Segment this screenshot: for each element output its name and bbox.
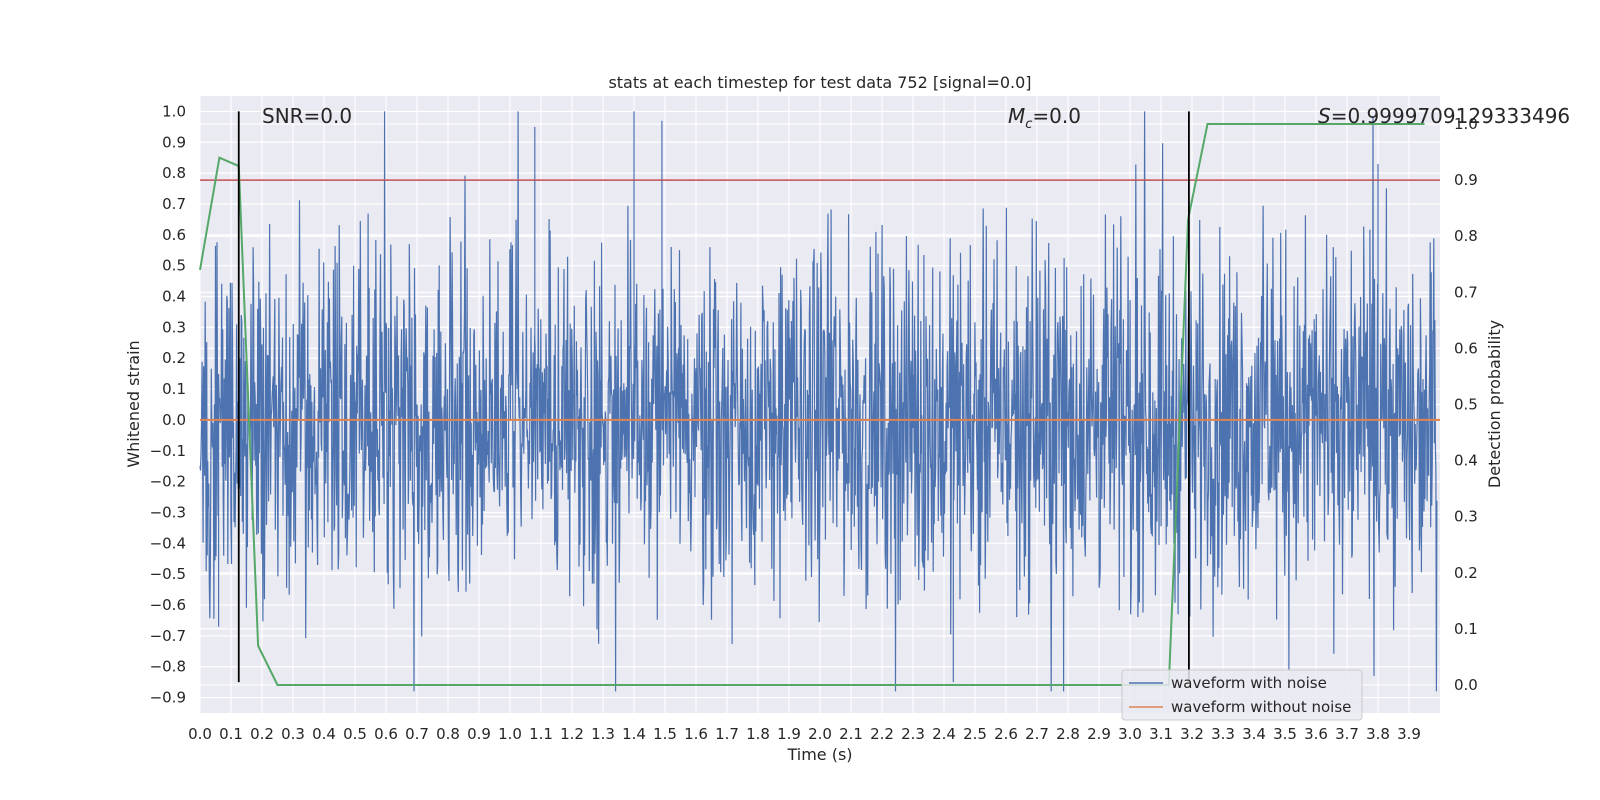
chart-title: stats at each timestep for test data 752… [608,73,1031,92]
y-axis-label: Whitened strain [124,340,143,467]
x-tick-label: 0.8 [436,725,460,743]
y-tick-label: −0.2 [150,473,186,491]
y2-tick-label: 0.5 [1454,396,1478,414]
x-tick-label: 1.4 [622,725,646,743]
y-tick-label: 1.0 [162,102,186,120]
y-tick-label: 0.6 [162,226,186,244]
x-tick-label: 0.6 [374,725,398,743]
x-tick-label: 2.3 [901,725,925,743]
x-tick-label: 0.3 [281,725,305,743]
x-axis-label: Time (s) [786,745,852,764]
x-tick-label: 1.8 [746,725,770,743]
legend-box [1121,669,1363,721]
x-tick-label: 2.0 [808,725,832,743]
x-tick-label: 2.6 [994,725,1018,743]
x-tick-label: 3.1 [1149,725,1173,743]
noise-waveform-line [199,111,1438,692]
x-tick-label: 3.3 [1211,725,1235,743]
s-value: =0.9999709129333496 [1331,104,1570,128]
s-annotation: S=0.9999709129333496 [1318,104,1570,128]
x-tick-label: 2.9 [1087,725,1111,743]
y2-tick-label: 0.1 [1454,620,1478,638]
x-tick-label: 3.2 [1180,725,1204,743]
x-tick-label: 3.7 [1335,725,1359,743]
x-tick-label: 1.1 [529,725,553,743]
y-tick-label: 0.9 [162,133,186,151]
y-tick-label: 0.7 [162,195,186,213]
x-tick-label: 2.8 [1056,725,1080,743]
legend: waveform with noise waveform without noi… [1121,669,1363,721]
y-tick-label: −0.9 [150,689,186,707]
y-tick-label: 0.0 [162,411,186,429]
y2-tick-label: 0.7 [1454,283,1478,301]
x-tick-label: 0.9 [467,725,491,743]
x-tick-label: 0.5 [343,725,367,743]
y-tick-label: −0.1 [150,442,186,460]
noise-waveform-series [199,111,1438,692]
x-tick-label: 2.2 [870,725,894,743]
y-tick-label: 0.3 [162,318,186,336]
y2-tick-label: 1.0 [1454,115,1478,133]
x-tick-label: 1.9 [777,725,801,743]
y-tick-label: 0.4 [162,288,186,306]
snr-annotation: SNR=0.0 [262,104,352,128]
y2-tick-label: 0.6 [1454,339,1478,357]
mc-symbol: M [1008,104,1025,128]
legend-noise-label: waveform with noise [1171,674,1327,692]
x-tick-label: 1.3 [591,725,615,743]
y-tick-label: −0.7 [150,627,186,645]
y-tick-label: −0.4 [150,534,186,552]
y-tick-label: 0.1 [162,380,186,398]
y-tick-label: −0.3 [150,503,186,521]
y2-tick-label: 0.2 [1454,564,1478,582]
x-tick-label: 0.7 [405,725,429,743]
y-tick-label: 0.8 [162,164,186,182]
y2-tick-label: 0.9 [1454,171,1478,189]
y2-tick-label: 0.0 [1454,676,1478,694]
y-tick-label: 0.5 [162,257,186,275]
x-tick-label: 0.2 [250,725,274,743]
x-tick-label: 3.4 [1242,725,1266,743]
y-tick-label: −0.6 [150,596,186,614]
x-tick-label: 1.0 [498,725,522,743]
mc-subscript: c [1025,117,1032,132]
x-tick-label: 2.7 [1025,725,1049,743]
x-tick-label: 3.5 [1273,725,1297,743]
detection-probability-line [199,123,1425,686]
overlay-lines [199,111,1440,686]
x-tick-label: 3.0 [1118,725,1142,743]
legend-clean-label: waveform without noise [1171,698,1351,716]
y-tick-label: −0.8 [150,658,186,676]
y2-tick-label: 0.3 [1454,508,1478,526]
x-tick-label: 0.1 [219,725,243,743]
y2-tick-label: 0.4 [1454,452,1478,470]
y2-tick-label: 0.8 [1454,227,1478,245]
y-tick-label: −0.5 [150,565,186,583]
x-tick-label: 2.4 [932,725,956,743]
x-tick-label: 1.6 [684,725,708,743]
x-tick-label: 3.9 [1397,725,1421,743]
x-tick-label: 2.5 [963,725,987,743]
y-tick-labels: 1.0 0.9 0.8 0.7 0.6 0.5 0.4 0.3 0.2 0.1 0.0 −0.1 −0.… [150,102,186,706]
x-tick-label: 1.2 [560,725,584,743]
x-tick-label: 1.7 [715,725,739,743]
x-tick-label: 2.1 [839,725,863,743]
x-tick-label: 3.6 [1304,725,1328,743]
x-tick-label: 0.4 [312,725,336,743]
x-tick-labels: 0.0 0.1 0.2 0.3 0.4 0.5 0.6 0.7 0.8 0.9 1.0 1.1 1.2 1… [188,725,1421,743]
y2-axis-label: Detection probability [1485,320,1504,488]
x-tick-label: 3.8 [1366,725,1390,743]
mc-value: =0.0 [1032,104,1081,128]
x-tick-label: 0.0 [188,725,212,743]
s-symbol: S [1318,104,1331,128]
mc-annotation: Mc=0.0 [1008,104,1081,132]
y-tick-label: 0.2 [162,349,186,367]
x-tick-label: 1.5 [653,725,677,743]
y2-tick-labels: 1.0 0.9 0.8 0.7 0.6 0.5 0.4 0.3 0.2 0.1 0.0 [1454,115,1478,694]
